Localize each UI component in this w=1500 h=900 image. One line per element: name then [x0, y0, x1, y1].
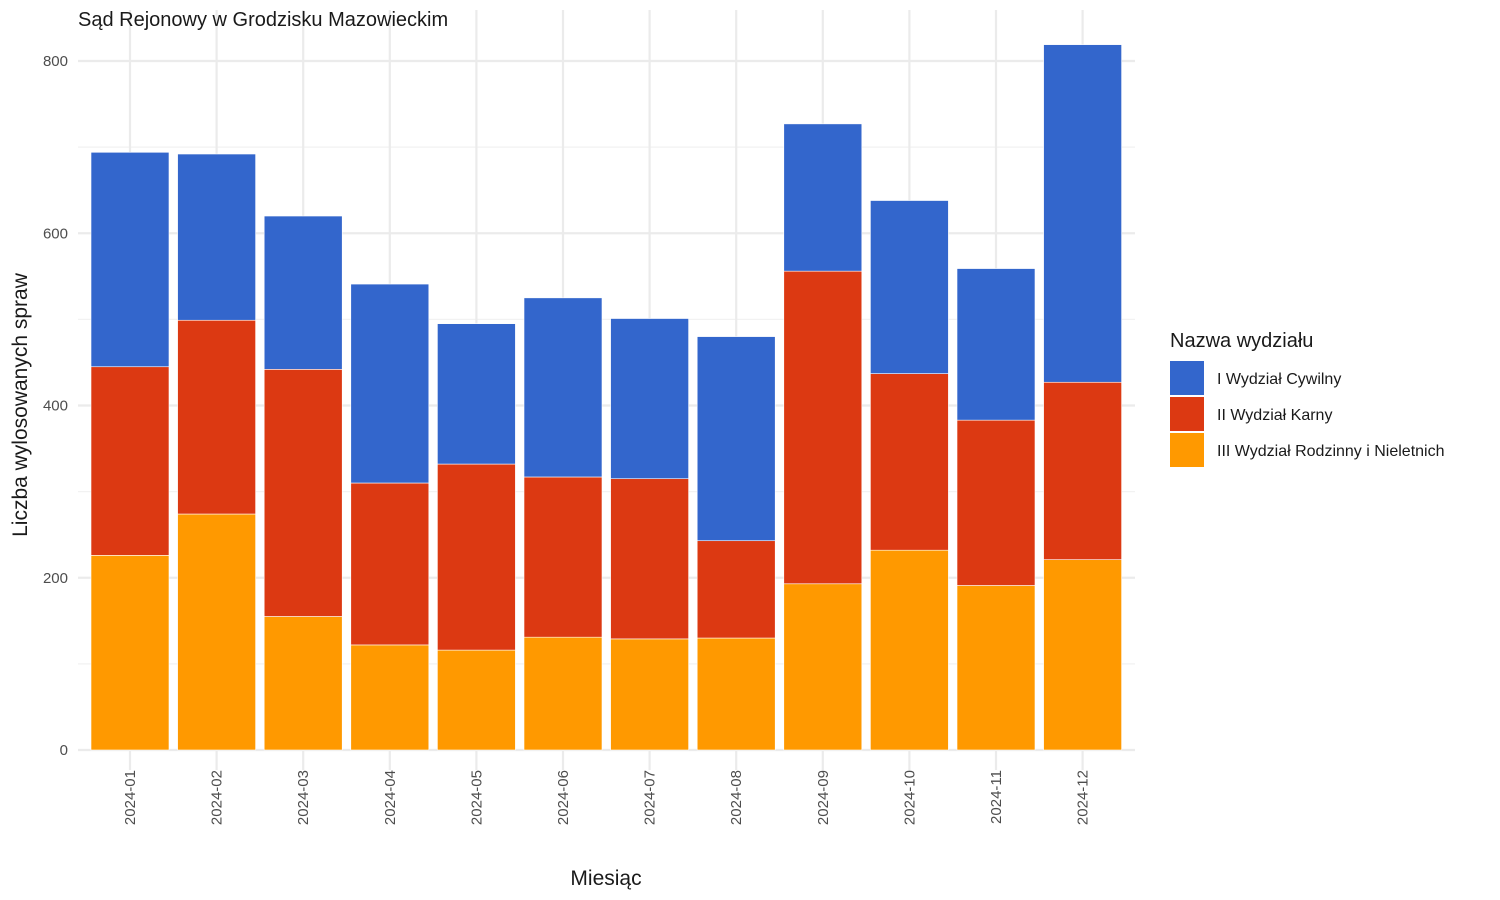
bar-segment [1043, 559, 1122, 751]
x-axis-ticks: 2024-01 2024-02 2024-03 2024-04 2024-05 2024-… [122, 770, 1092, 825]
bar-segment [177, 513, 256, 751]
bar-segment [523, 297, 603, 478]
bar-segment [696, 540, 776, 639]
bar-segment [523, 476, 603, 638]
legend-title: Nazwa wydziału [1170, 330, 1313, 352]
bar-segment [610, 478, 689, 640]
y-tick-label: 0 [60, 742, 68, 759]
bar-segment [437, 649, 516, 751]
bar-segment [956, 585, 1036, 751]
y-tick-label: 400 [43, 398, 68, 415]
bar-segment [90, 366, 170, 556]
legend-label: II Wydział Karny [1217, 407, 1332, 424]
y-tick-label: 200 [43, 570, 68, 587]
chart-title: Sąd Rejonowy w Grodzisku Mazowieckim [78, 9, 448, 31]
bar-segment [783, 583, 863, 751]
x-tick-label: 2024-05 [468, 770, 485, 825]
legend-key [1170, 397, 1204, 431]
bar-segment [1043, 381, 1122, 560]
legend-key [1170, 361, 1204, 395]
bar-segment [1043, 44, 1122, 383]
bar-segment [696, 336, 776, 542]
x-axis-title: Miesiąc [570, 867, 641, 890]
bar-segment [177, 153, 256, 321]
bar-segment [610, 318, 689, 480]
bar-segment [350, 482, 430, 646]
bar-segment [783, 270, 863, 585]
bars [90, 44, 1122, 751]
x-tick-label: 2024-10 [901, 770, 918, 825]
legend-key [1170, 433, 1204, 467]
x-tick-label: 2024-01 [122, 770, 139, 825]
bar-segment [696, 637, 776, 751]
bar-segment [350, 644, 430, 751]
y-axis-ticks: 0 200 400 600 800 [43, 53, 68, 759]
x-tick-label: 2024-04 [382, 770, 399, 825]
bar-segment [783, 123, 863, 272]
x-tick-label: 2024-12 [1075, 770, 1092, 825]
bar-segment [870, 549, 949, 751]
x-tick-label: 2024-11 [988, 770, 1005, 824]
x-tick-label: 2024-03 [295, 770, 312, 825]
x-tick-label: 2024-09 [815, 770, 832, 825]
legend: Nazwa wydziału I Wydział Cywilny II Wydzi… [1170, 330, 1445, 467]
bar-segment [177, 319, 256, 515]
y-axis-title: Liczba wylosowanych spraw [9, 272, 32, 537]
y-tick-label: 600 [43, 225, 68, 242]
bar-segment [956, 268, 1036, 421]
bar-segment [90, 151, 170, 368]
x-tick-label: 2024-08 [728, 770, 745, 825]
x-tick-label: 2024-07 [642, 770, 659, 825]
bar-segment [956, 419, 1036, 586]
x-tick-label: 2024-06 [555, 770, 572, 825]
legend-label: III Wydział Rodzinny i Nieletnich [1217, 443, 1445, 460]
bar-segment [437, 463, 516, 651]
x-tick-label: 2024-02 [209, 770, 226, 825]
bar-segment [263, 616, 343, 751]
bar-segment [263, 369, 343, 617]
bar-segment [870, 200, 949, 374]
y-tick-label: 800 [43, 53, 68, 70]
bar-segment [610, 638, 689, 751]
bar-segment [523, 636, 603, 751]
legend-label: I Wydział Cywilny [1217, 371, 1341, 388]
bar-segment [263, 215, 343, 370]
bar-segment [870, 373, 949, 551]
bar-segment [90, 555, 170, 751]
bar-segment [350, 283, 430, 484]
bar-segment [437, 323, 516, 465]
